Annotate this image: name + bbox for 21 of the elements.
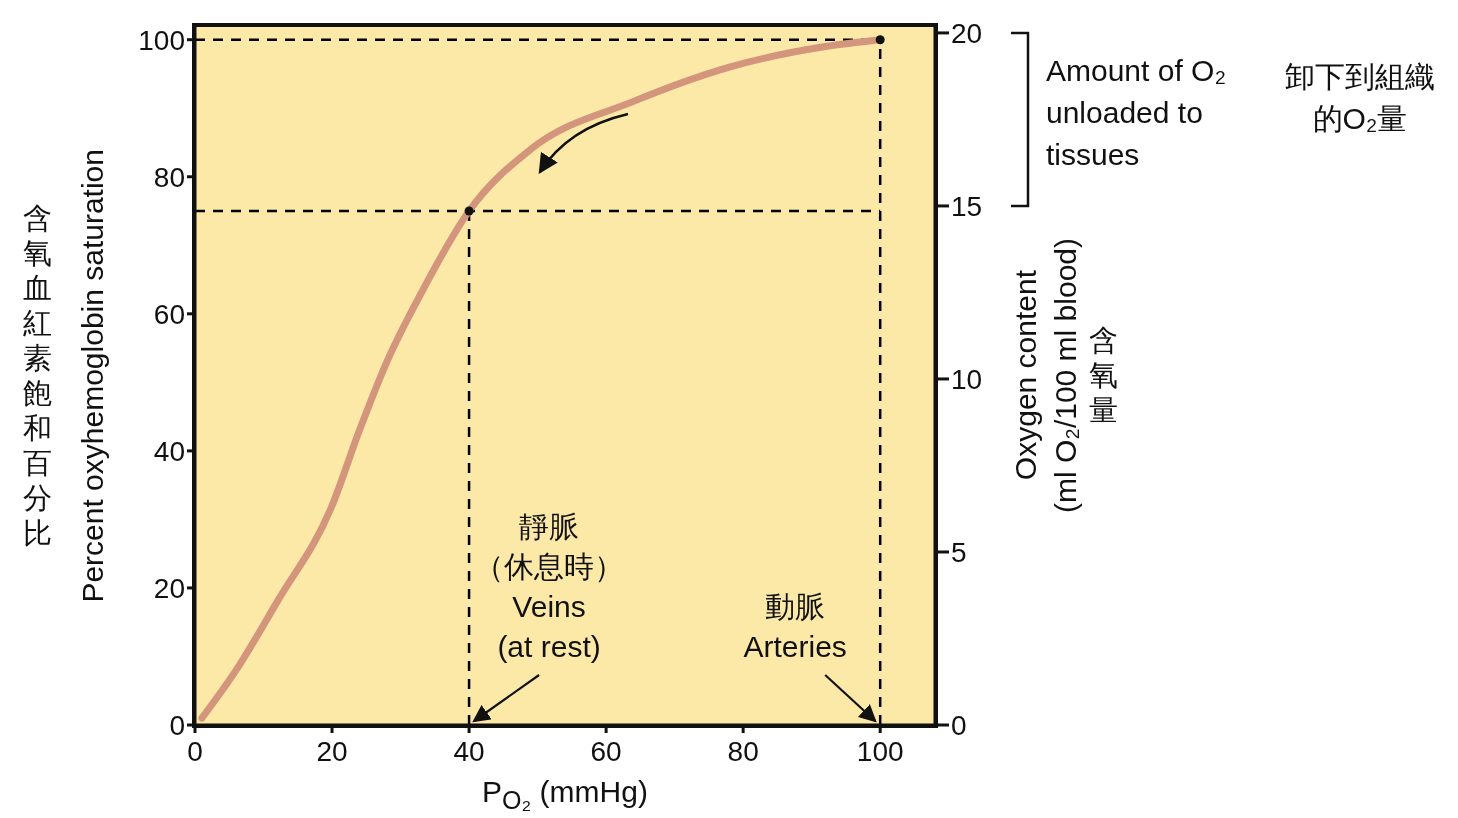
y-tick-label: 100 [138, 24, 185, 56]
annotation: 動脈 Arteries [742, 589, 848, 665]
y2-tick-label: 10 [951, 363, 983, 395]
text: Amount of O₂ unloaded to tissues [1046, 53, 1227, 173]
y-tick-label: 80 [153, 161, 185, 193]
x-tick-label: 40 [453, 735, 485, 767]
y2-tick-label: 20 [951, 17, 983, 49]
y2-tick-label: 0 [951, 709, 967, 741]
x-tick-label: 20 [316, 735, 348, 767]
x-tick-label: 60 [590, 735, 622, 767]
y2-tick-label: 5 [951, 536, 967, 568]
x-tick-label: 80 [727, 735, 759, 767]
y-tick-label: 20 [153, 572, 185, 604]
text: 卸下到組織的O₂量 [1284, 59, 1436, 137]
annotation: 靜脈（休息時） Veins (at rest) [473, 509, 626, 665]
y-tick-label: 60 [153, 298, 185, 330]
y-tick-label: 0 [169, 709, 185, 741]
y-tick-label: 40 [153, 435, 185, 467]
x-axis-title: P$_{O₂}$ (mmHg) [481, 775, 649, 815]
x-tick-label: 100 [856, 735, 904, 767]
y2-tick-label: 15 [951, 190, 983, 222]
